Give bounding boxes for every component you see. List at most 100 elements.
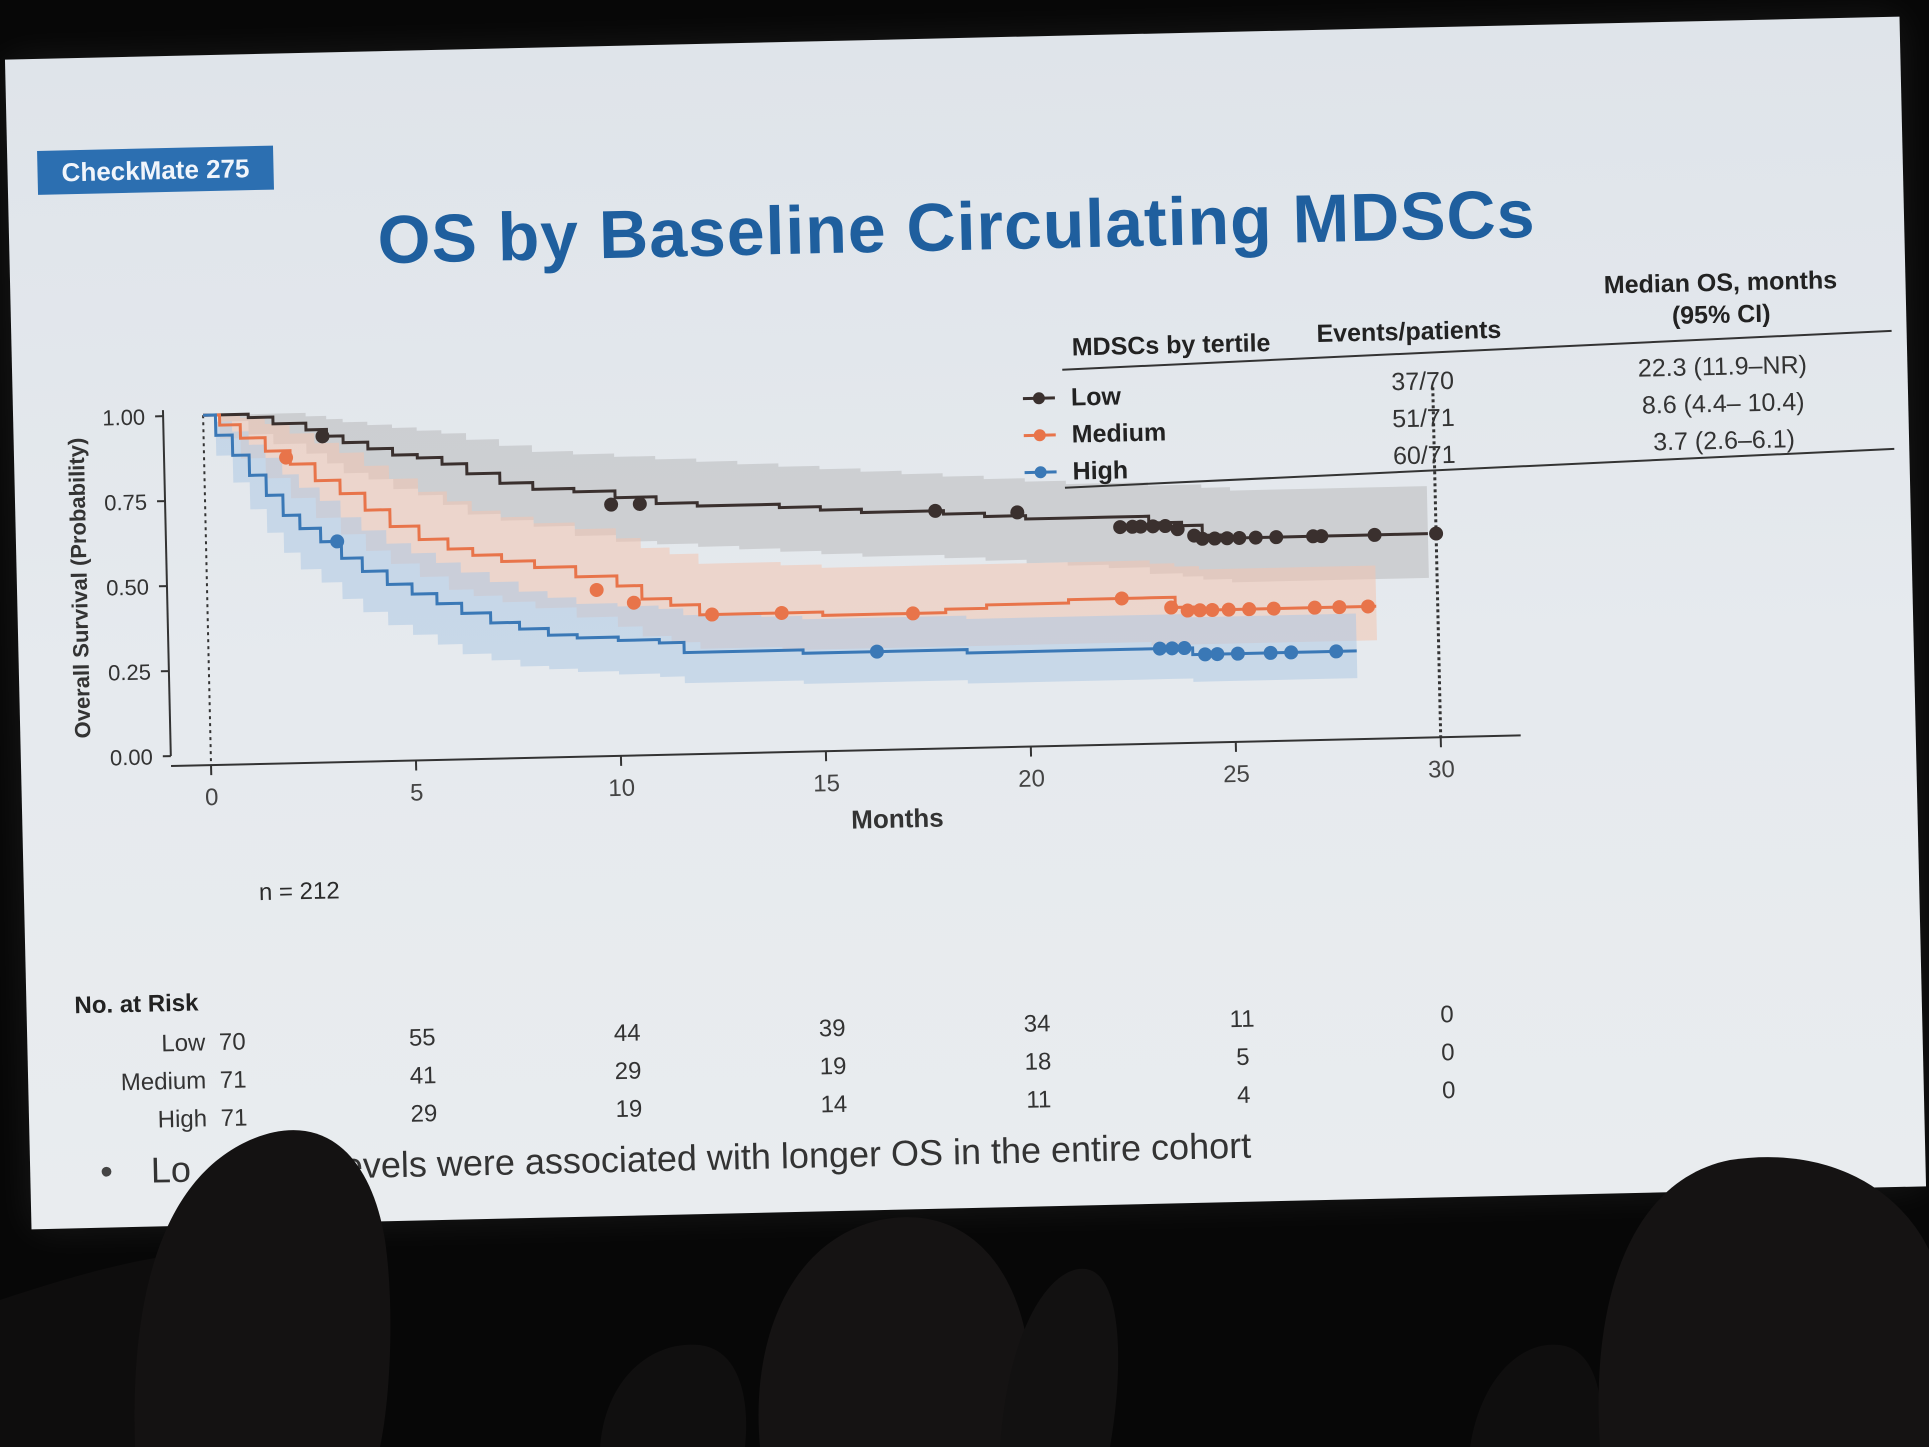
presentation-slide: CheckMate 275 OS by Baseline Circulating… bbox=[4, 16, 1927, 1230]
legend-label: High bbox=[1072, 456, 1128, 485]
censor-point-medium bbox=[1114, 591, 1129, 606]
censor-point-high bbox=[1210, 647, 1225, 662]
y-tick-label: 0.50 bbox=[106, 575, 149, 601]
censor-point-medium bbox=[774, 605, 789, 620]
censor-point-medium bbox=[1164, 600, 1179, 615]
n-label: n = 212 bbox=[259, 877, 340, 906]
x-tick-label: 20 bbox=[1018, 765, 1045, 793]
x-axis-line bbox=[171, 734, 1521, 768]
x-tick-label: 25 bbox=[1223, 761, 1250, 789]
risk-value: 11 bbox=[1229, 1006, 1255, 1034]
risk-value: 0 bbox=[1440, 1001, 1454, 1028]
legend-table: MDSCs by tertile Events/patients Median OS… bbox=[1022, 266, 1895, 489]
censor-point-high bbox=[1198, 647, 1213, 662]
legend-label: Medium bbox=[1071, 418, 1166, 448]
legend-events: 60/71 bbox=[1393, 441, 1456, 470]
bullet-dot: • bbox=[99, 1150, 114, 1192]
censor-marks bbox=[279, 429, 1444, 662]
censor-point-medium bbox=[1205, 602, 1220, 617]
censor-point-low bbox=[1133, 519, 1148, 534]
survival-chart: 0.00 0.25 0.50 0.75 1.00 0 5 10 15 20 25 30 Months Ov… bbox=[64, 266, 1895, 1133]
censor-point-medium bbox=[1192, 603, 1207, 618]
x-tick-label: 0 bbox=[205, 784, 219, 811]
risk-value: 5 bbox=[1236, 1044, 1250, 1071]
censor-point-low bbox=[604, 497, 619, 512]
y-tick-label: 0.00 bbox=[110, 744, 153, 770]
risk-value: 0 bbox=[1442, 1077, 1456, 1104]
risk-row-label: High bbox=[157, 1105, 207, 1133]
confidence-bands bbox=[203, 412, 1429, 684]
risk-value: 4 bbox=[1237, 1082, 1251, 1109]
censor-point-high bbox=[330, 534, 345, 549]
bullet-text-start: Lo bbox=[150, 1148, 192, 1191]
censor-point-low bbox=[928, 503, 943, 518]
legend-median: 8.6 (4.4– 10.4) bbox=[1642, 388, 1805, 420]
censor-point-medium bbox=[1180, 603, 1195, 618]
censor-point-low bbox=[1314, 529, 1329, 544]
censor-point-low bbox=[1429, 526, 1444, 541]
censor-point-medium bbox=[589, 582, 604, 597]
censor-point-medium bbox=[1221, 602, 1236, 617]
risk-value: 29 bbox=[614, 1057, 641, 1085]
risk-value: 19 bbox=[819, 1053, 846, 1081]
censor-point-medium bbox=[279, 450, 294, 465]
censor-point-low bbox=[1248, 530, 1263, 545]
bullet-occluded bbox=[191, 1179, 299, 1181]
censor-point-high bbox=[869, 644, 884, 659]
legend-header-events: Events/patients bbox=[1316, 316, 1501, 348]
censor-point-medium bbox=[1361, 599, 1376, 614]
legend-median: 22.3 (11.9–NR) bbox=[1638, 351, 1808, 383]
risk-heading: No. at Risk bbox=[74, 989, 199, 1019]
censor-point-high bbox=[1263, 645, 1278, 660]
risk-value: 41 bbox=[409, 1062, 436, 1090]
y-tick-label: 1.00 bbox=[102, 405, 145, 431]
legend-header-ci: (95% CI) bbox=[1672, 300, 1771, 330]
censor-point-low bbox=[1010, 505, 1025, 520]
legend-swatch-dot bbox=[1034, 466, 1047, 479]
risk-table: No. at Risk Low 70 55 44 39 34 11 0 Medium 71 41 29 1… bbox=[74, 989, 1456, 1133]
risk-value: 44 bbox=[614, 1019, 641, 1047]
censor-point-high bbox=[1152, 641, 1167, 656]
legend-rule-bottom bbox=[1064, 447, 1895, 489]
censor-point-medium bbox=[905, 606, 920, 621]
ci-band-low bbox=[203, 412, 1429, 583]
censor-point-high bbox=[1329, 644, 1344, 659]
legend-label: Low bbox=[1071, 382, 1122, 411]
risk-value: 19 bbox=[615, 1095, 642, 1123]
y-axis-line bbox=[161, 410, 172, 757]
x-tick-label: 15 bbox=[813, 770, 840, 798]
censor-point-low bbox=[1195, 531, 1210, 546]
censor-point-low bbox=[1158, 519, 1173, 534]
risk-row-label: Low bbox=[161, 1029, 206, 1057]
censor-point-low bbox=[1269, 530, 1284, 545]
censor-point-low bbox=[632, 496, 647, 511]
censor-point-low bbox=[1232, 530, 1247, 545]
x-tick-label: 5 bbox=[410, 779, 424, 806]
risk-value: 29 bbox=[410, 1100, 437, 1128]
km-line-high bbox=[203, 413, 1357, 657]
censor-point-low bbox=[1367, 527, 1382, 542]
censor-point-high bbox=[1177, 641, 1192, 656]
censor-point-low bbox=[1113, 520, 1128, 535]
y-tick-label: 0.75 bbox=[104, 490, 147, 516]
risk-value: 18 bbox=[1024, 1048, 1051, 1076]
end-dashed-line bbox=[1431, 387, 1443, 738]
risk-value: 0 bbox=[1441, 1039, 1455, 1066]
km-line-medium bbox=[203, 413, 1377, 617]
y-axis-label: Overall Survival (Probability) bbox=[64, 437, 96, 738]
censor-point-low bbox=[1170, 522, 1185, 537]
legend-swatch-dot bbox=[1032, 392, 1045, 405]
risk-value: 14 bbox=[820, 1091, 847, 1119]
start-dashed-line bbox=[202, 415, 213, 766]
y-tick-label: 0.25 bbox=[108, 659, 151, 685]
censor-point-medium bbox=[1307, 600, 1322, 615]
risk-value: 71 bbox=[220, 1104, 247, 1132]
risk-value: 34 bbox=[1023, 1010, 1050, 1038]
censor-point-high bbox=[1284, 645, 1299, 660]
x-tick-label: 10 bbox=[608, 775, 635, 803]
risk-row-label: Medium bbox=[121, 1067, 207, 1096]
risk-value: 70 bbox=[219, 1028, 246, 1056]
censor-point-high bbox=[1230, 646, 1245, 661]
censor-point-low bbox=[1145, 519, 1160, 534]
censor-point-medium bbox=[1332, 600, 1347, 615]
